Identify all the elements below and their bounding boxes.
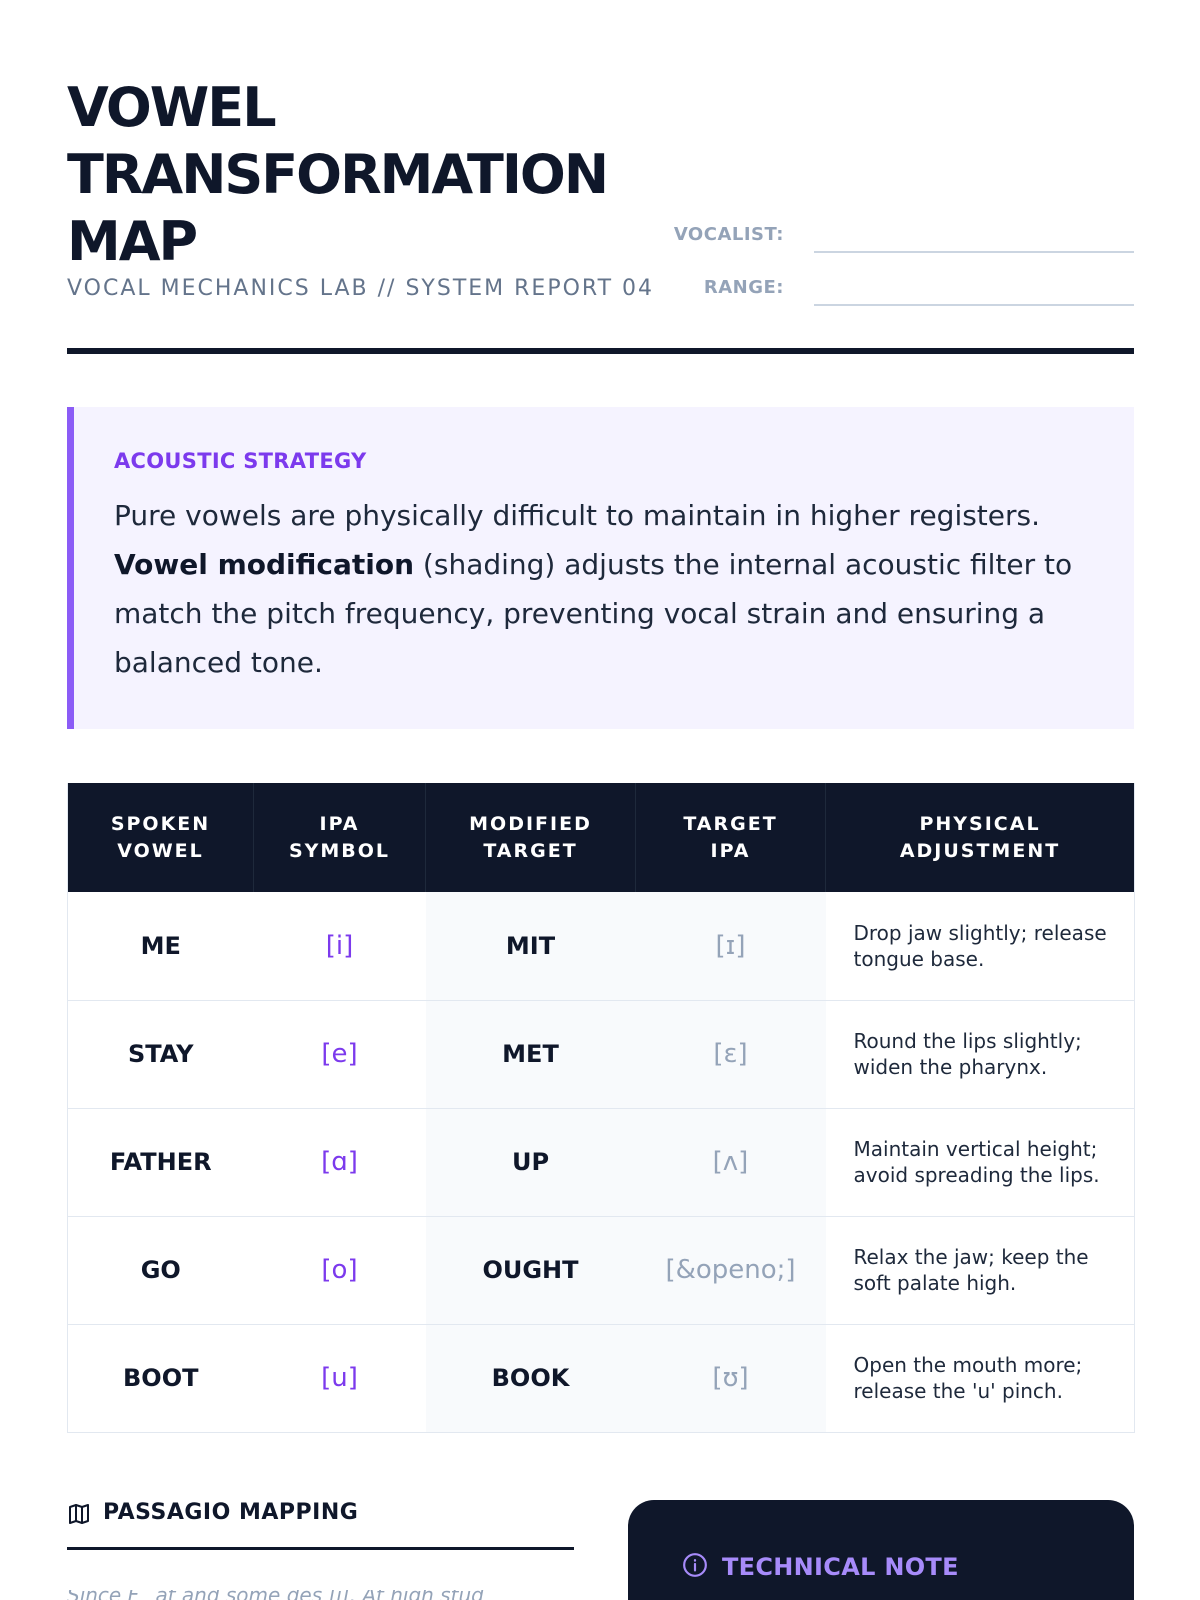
range-label: RANGE: [703, 277, 784, 298]
physical-adjustment-cell: Drop jaw slightly; release tongue base. [853, 920, 1107, 971]
table-row: GO [o] OUGHT [&openo;] Relax the jaw; ke… [67, 1215, 1135, 1324]
header-spoken-vowel: SPOKEN VOWEL [67, 783, 254, 892]
modified-target-cell: MET [425, 999, 636, 1108]
technical-note-heading: TECHNICAL NOTE [682, 1552, 1080, 1582]
spoken-vowel-cell: GO [67, 1215, 254, 1324]
callout-bold-term: Vowel modification [114, 548, 415, 581]
target-ipa-cell: [ɪ] [635, 892, 826, 1000]
modified-target-cell: UP [425, 1107, 636, 1216]
ipa-symbol-cell: [ɑ] [253, 1107, 426, 1216]
technical-note-title: TECHNICAL NOTE [722, 1553, 959, 1581]
modified-target-cell: BOOK [425, 1323, 636, 1432]
physical-adjustment-cell: Maintain vertical height; avoid spreadin… [825, 1107, 1135, 1216]
physical-adjustment-cell: Open the mouth more; release the 'u' pin… [825, 1323, 1135, 1432]
header-ipa-symbol: IPA SYMBOL [253, 783, 426, 892]
callout-text-after: (shading) adjusts the internal acoustic … [114, 548, 1073, 679]
ipa-symbol-cell: [u] [253, 1323, 426, 1432]
range-field[interactable] [814, 304, 1134, 306]
passaggio-title: PASSAGIO MAPPING [103, 1500, 359, 1525]
map-icon [67, 1500, 91, 1530]
callout-text-before: Pure vowels are physically difficult to … [114, 499, 1041, 532]
ipa-symbol-cell: [i] [325, 930, 354, 961]
target-ipa-cell: [&openo;] [635, 1215, 826, 1324]
modified-target-cell: OUGHT [425, 1215, 636, 1324]
info-icon [682, 1552, 708, 1582]
spoken-vowel-cell: STAY [67, 999, 254, 1108]
table-row: STAY [e] MET [ɛ] Round the lips slightly… [67, 999, 1135, 1108]
vocalist-label: VOCALIST: [673, 224, 784, 245]
ipa-symbol-cell: [e] [253, 999, 426, 1108]
passaggio-text: Since F_ at and some des [i]. At high st… [67, 1590, 574, 1600]
spoken-vowel-cell: BOOT [67, 1323, 254, 1432]
table-row: ME [i] MIT [ɪ] Drop jaw slightly; releas… [68, 892, 1135, 1000]
header-modified-target: MODIFIED TARGET [425, 783, 636, 892]
technical-note-card: TECHNICAL NOTE [628, 1500, 1134, 1600]
vowel-table: SPOKEN VOWEL IPA SYMBOL MODIFIED TARGET TAR… [67, 783, 1135, 1433]
spoken-vowel-cell: ME [140, 931, 181, 960]
header-physical-adjustment: PHYSICAL ADJUSTMENT [825, 783, 1135, 892]
callout-heading: ACOUSTIC STRATEGY [114, 449, 367, 473]
header-divider [67, 348, 1134, 354]
target-ipa-cell: [ʊ] [635, 1323, 826, 1432]
title-line-2: TRANSFORMATION [67, 143, 609, 206]
spoken-vowel-cell: FATHER [67, 1107, 254, 1216]
physical-adjustment-cell: Relax the jaw; keep the soft palate high… [825, 1215, 1135, 1324]
modified-target-cell: MIT [425, 892, 636, 1000]
page-subtitle: VOCAL MECHANICS LAB // SYSTEM REPORT 04 [67, 276, 655, 301]
table-header-row: SPOKEN VOWEL IPA SYMBOL MODIFIED TARGET TAR… [67, 783, 1135, 892]
title-line-3: MAP [67, 210, 198, 273]
acoustic-strategy-callout: ACOUSTIC STRATEGY Pure vowels are physic… [67, 407, 1134, 729]
ipa-symbol-cell: [o] [253, 1215, 426, 1324]
page-title: VOWEL TRANSFORMATION MAP [67, 74, 667, 275]
header-target-ipa: TARGET IPA [635, 783, 826, 892]
target-ipa-cell: [ʌ] [635, 1107, 826, 1216]
callout-body: Pure vowels are physically difficult to … [114, 491, 1094, 687]
passaggio-heading: PASSAGIO MAPPING [67, 1500, 574, 1550]
physical-adjustment-cell: Round the lips slightly; widen the phary… [825, 999, 1135, 1108]
target-ipa-cell: [ɛ] [635, 999, 826, 1108]
table-row: BOOT [u] BOOK [ʊ] Open the mouth more; r… [67, 1323, 1135, 1432]
title-line-1: VOWEL [67, 76, 277, 139]
table-row: FATHER [ɑ] UP [ʌ] Maintain vertical heig… [67, 1107, 1135, 1216]
vocalist-field[interactable] [814, 251, 1134, 253]
